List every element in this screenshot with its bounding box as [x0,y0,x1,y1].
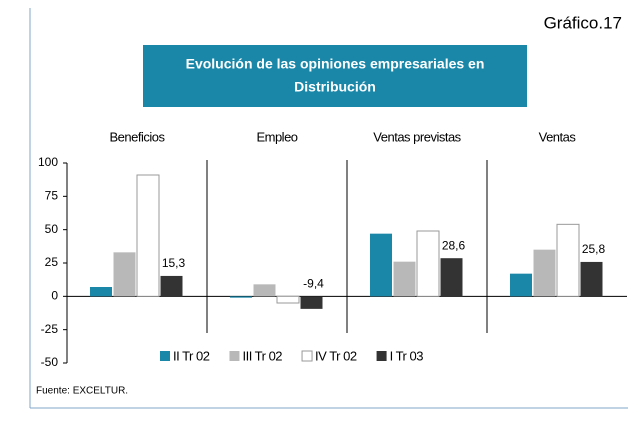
bar [533,249,556,297]
value-label: 15,3 [162,256,186,270]
y-tick-label: 25 [45,255,59,269]
bar [510,273,532,297]
category-label: Empleo [256,129,297,144]
category-label: Ventas [539,129,577,144]
category-label: Beneficios [110,129,166,144]
bar [370,233,392,297]
legend-label: IV Tr 02 [315,348,357,363]
bar [300,296,323,309]
bar [276,295,300,304]
bar [440,258,463,297]
source: Fuente: EXCELTUR. [36,386,128,397]
legend-swatch [301,350,313,362]
y-tick-label: 75 [45,189,59,203]
legend-swatch [229,351,240,361]
legend-label: I Tr 03 [390,348,424,363]
bar [136,174,160,297]
y-tick-label: -50 [41,355,59,369]
y-tick-label: 50 [45,222,59,236]
bar [113,252,136,297]
bar [580,261,603,297]
y-tick-label: 0 [51,289,58,303]
bar [230,296,252,298]
legend-swatch [160,351,170,361]
legend-label: II Tr 02 [173,348,210,363]
bar [253,284,276,297]
bar [556,223,580,297]
title-box [143,45,527,107]
chart-label: Gráfico.17 [544,13,622,32]
chart-title: Distribución [294,79,376,95]
value-label: -9,4 [303,277,324,291]
legend-label: III Tr 02 [242,348,282,363]
value-label: 28,6 [442,238,466,252]
bar [416,230,440,297]
chart-title: Evolución de las opiniones empresariales… [186,56,485,72]
category-label: Ventas previstas [373,129,461,144]
y-tick-label: -25 [41,322,59,336]
value-label: 25,8 [582,242,606,256]
legend-swatch [376,351,387,361]
bar [393,261,416,297]
bar [160,275,183,297]
y-tick-label: 100 [38,155,58,169]
bar [90,287,112,297]
